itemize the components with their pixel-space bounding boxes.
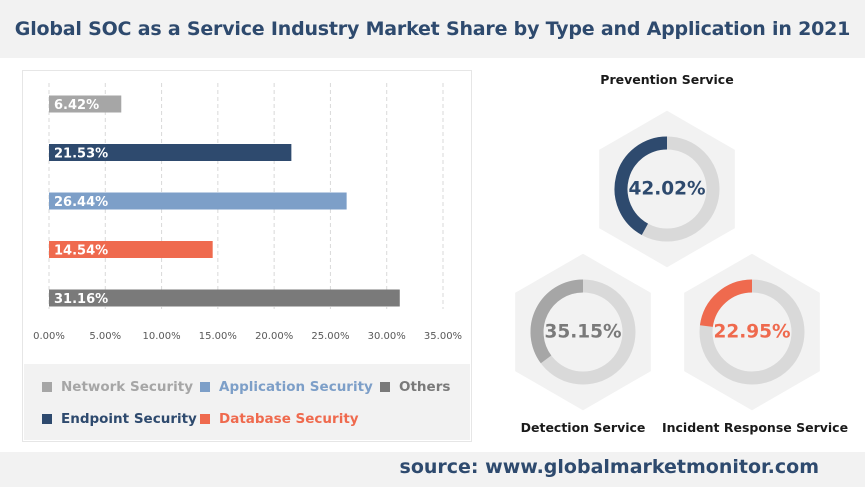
legend-label: Database Security <box>219 411 359 427</box>
legend-item-database-security: Database Security <box>200 411 359 427</box>
x-tick-label: 15.00% <box>199 331 237 342</box>
hexagon <box>512 250 654 414</box>
donut-title-detection: Detection Service <box>520 420 646 435</box>
bar-data-label: 14.54% <box>54 244 108 259</box>
bar <box>49 144 292 161</box>
x-tick-label: 35.00% <box>424 331 462 342</box>
legend-swatch <box>380 382 390 392</box>
donut-charts-area: Prevention Service 42.02% Detection Serv… <box>490 64 865 450</box>
bar <box>49 192 347 210</box>
bar-chart: 0.00% 5.00% 10.00% 15.00% 20.00% 25.00% 30.00%… <box>33 83 462 342</box>
legend-item-others: Others <box>380 379 450 395</box>
legend-swatch <box>42 382 52 392</box>
donut-value-detection: 35.15% <box>544 321 622 343</box>
donut-segment <box>530 279 584 364</box>
x-tick-label: 20.00% <box>255 331 293 342</box>
bar-data-label: 31.16% <box>54 292 108 307</box>
x-tick-label: 25.00% <box>311 331 349 342</box>
x-tick-label: 0.00% <box>33 331 65 342</box>
source-link[interactable]: source: www.globalmarketmonitor.com <box>399 456 819 478</box>
x-tick-label: 10.00% <box>143 331 181 342</box>
legend-label: Others <box>399 379 451 395</box>
hexagon <box>596 107 738 271</box>
bar-data-label: 6.42% <box>54 98 99 113</box>
page-title: Global SOC as a Service Industry Market … <box>14 18 851 40</box>
x-tick-label: 5.00% <box>89 331 121 342</box>
legend-item-network-security: Network Security <box>42 379 193 395</box>
legend-item-endpoint-security: Endpoint Security <box>42 411 197 427</box>
legend-label: Application Security <box>219 379 373 395</box>
legend-label: Endpoint Security <box>61 411 197 427</box>
x-tick-label: 30.00% <box>368 331 406 342</box>
donut-segment <box>614 136 668 236</box>
bar-data-label: 26.44% <box>54 195 108 210</box>
bar <box>49 289 400 307</box>
donut-segment <box>699 279 753 328</box>
donut-charts <box>512 107 823 414</box>
donut-title-prevention: Prevention Service <box>600 72 734 87</box>
chart-legend: Network Security Application Security Ot… <box>24 364 470 440</box>
bar-data-label: 21.53% <box>54 147 108 162</box>
hexagon <box>681 250 823 414</box>
legend-item-application-security: Application Security <box>200 379 373 395</box>
title-bar: Global SOC as a Service Industry Market … <box>0 0 865 58</box>
donut-title-incident-response: Incident Response Service <box>661 420 849 435</box>
bar <box>49 95 122 113</box>
bar <box>49 241 213 258</box>
donut-value-incident-response: 22.95% <box>713 321 791 343</box>
legend-label: Network Security <box>61 379 194 395</box>
legend-swatch <box>200 382 210 392</box>
legend-swatch <box>42 414 52 424</box>
legend-swatch <box>200 414 210 424</box>
footer: source: www.globalmarketmonitor.com <box>0 452 865 487</box>
donut-value-prevention: 42.02% <box>628 178 706 200</box>
